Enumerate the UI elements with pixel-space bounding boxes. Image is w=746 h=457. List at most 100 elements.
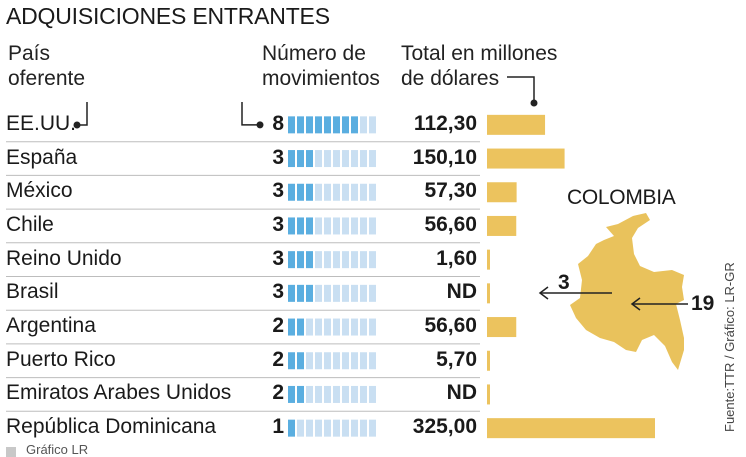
move-box-filled	[288, 183, 295, 201]
move-box-filled	[288, 251, 295, 269]
move-box-empty	[333, 251, 340, 269]
header-leader-lines	[73, 76, 538, 129]
value-bar	[487, 249, 490, 270]
move-box-filled	[288, 318, 295, 336]
move-box-empty	[360, 352, 367, 370]
move-box-empty	[369, 419, 376, 437]
value-bar	[487, 418, 655, 439]
move-box-filled	[297, 116, 304, 134]
country-label: España	[6, 145, 78, 169]
country-leader-dot	[73, 121, 81, 129]
country-label: México	[6, 179, 73, 203]
country-label: República Dominicana	[6, 415, 217, 439]
move-box-empty	[324, 385, 331, 403]
move-box-empty	[306, 419, 313, 437]
move-box-empty	[333, 150, 340, 168]
outgoing-arrowhead	[538, 286, 549, 300]
total-leader-dot	[530, 99, 538, 107]
value-label: ND	[446, 280, 477, 304]
value-label: 5,70	[436, 347, 477, 371]
move-box-empty	[315, 385, 322, 403]
move-box-filled	[306, 150, 313, 168]
move-box-empty	[333, 419, 340, 437]
move-box-filled	[297, 352, 304, 370]
move-box-filled	[306, 284, 313, 302]
value-bar	[487, 350, 490, 371]
move-box-empty	[306, 318, 313, 336]
country-label: EE.UU.	[6, 111, 77, 135]
colombia-shape	[570, 213, 684, 370]
move-box-empty	[369, 251, 376, 269]
move-box-empty	[333, 217, 340, 235]
move-box-filled	[306, 116, 313, 134]
outgoing-count: 3	[558, 271, 570, 294]
move-box-empty	[324, 251, 331, 269]
total-leader	[507, 76, 535, 103]
move-box-empty	[333, 183, 340, 201]
move-box-empty	[351, 217, 358, 235]
move-box-empty	[342, 419, 349, 437]
move-box-filled	[351, 116, 358, 134]
move-box-filled	[297, 251, 304, 269]
move-box-empty	[342, 385, 349, 403]
chart-title: ADQUISICIONES ENTRANTES	[6, 3, 330, 29]
move-box-empty	[306, 385, 313, 403]
moves-count: 3	[272, 212, 284, 236]
moves-count: 1	[272, 415, 284, 439]
move-box-empty	[315, 183, 322, 201]
move-box-empty	[324, 217, 331, 235]
value-bar	[487, 182, 517, 203]
move-box-filled	[288, 217, 295, 235]
move-box-empty	[351, 150, 358, 168]
value-label: 57,30	[424, 179, 477, 203]
move-box-empty	[315, 318, 322, 336]
move-box-filled	[297, 284, 304, 302]
move-box-empty	[315, 150, 322, 168]
move-box-empty	[342, 352, 349, 370]
move-box-empty	[324, 150, 331, 168]
move-box-empty	[360, 419, 367, 437]
colombia-map	[538, 213, 688, 370]
country-label: Argentina	[6, 314, 96, 338]
move-box-empty	[369, 150, 376, 168]
map-label: COLOMBIA	[567, 186, 676, 209]
move-box-filled	[288, 116, 295, 134]
moves-count: 3	[272, 179, 284, 203]
move-box-empty	[369, 318, 376, 336]
move-box-empty	[351, 251, 358, 269]
value-label: 56,60	[424, 314, 477, 338]
moves-leader	[241, 102, 260, 126]
value-label: 150,10	[412, 145, 477, 169]
header-country: País oferente	[8, 42, 86, 90]
move-box-empty	[315, 217, 322, 235]
move-box-empty	[369, 284, 376, 302]
value-label: 1,60	[436, 246, 477, 270]
move-box-empty	[351, 385, 358, 403]
move-box-empty	[360, 284, 367, 302]
move-box-empty	[360, 385, 367, 403]
move-box-empty	[342, 284, 349, 302]
moves-count: 8	[272, 111, 284, 135]
move-box-filled	[297, 318, 304, 336]
move-box-empty	[351, 284, 358, 302]
credit-square-icon	[6, 447, 16, 457]
move-box-empty	[360, 251, 367, 269]
move-box-empty	[369, 352, 376, 370]
country-label: Emiratos Arabes Unidos	[6, 381, 232, 405]
move-box-filled	[297, 385, 304, 403]
move-box-empty	[324, 318, 331, 336]
moves-leader-dot	[256, 121, 264, 129]
move-box-empty	[360, 217, 367, 235]
move-box-filled	[288, 284, 295, 302]
move-box-empty	[369, 217, 376, 235]
value-bar	[487, 317, 517, 338]
move-box-empty	[297, 419, 304, 437]
move-box-empty	[315, 419, 322, 437]
incoming-arrowhead	[630, 297, 641, 311]
move-box-filled	[315, 116, 322, 134]
move-box-filled	[288, 385, 295, 403]
move-box-filled	[306, 251, 313, 269]
move-box-empty	[306, 352, 313, 370]
move-box-empty	[315, 284, 322, 302]
move-box-filled	[288, 419, 295, 437]
